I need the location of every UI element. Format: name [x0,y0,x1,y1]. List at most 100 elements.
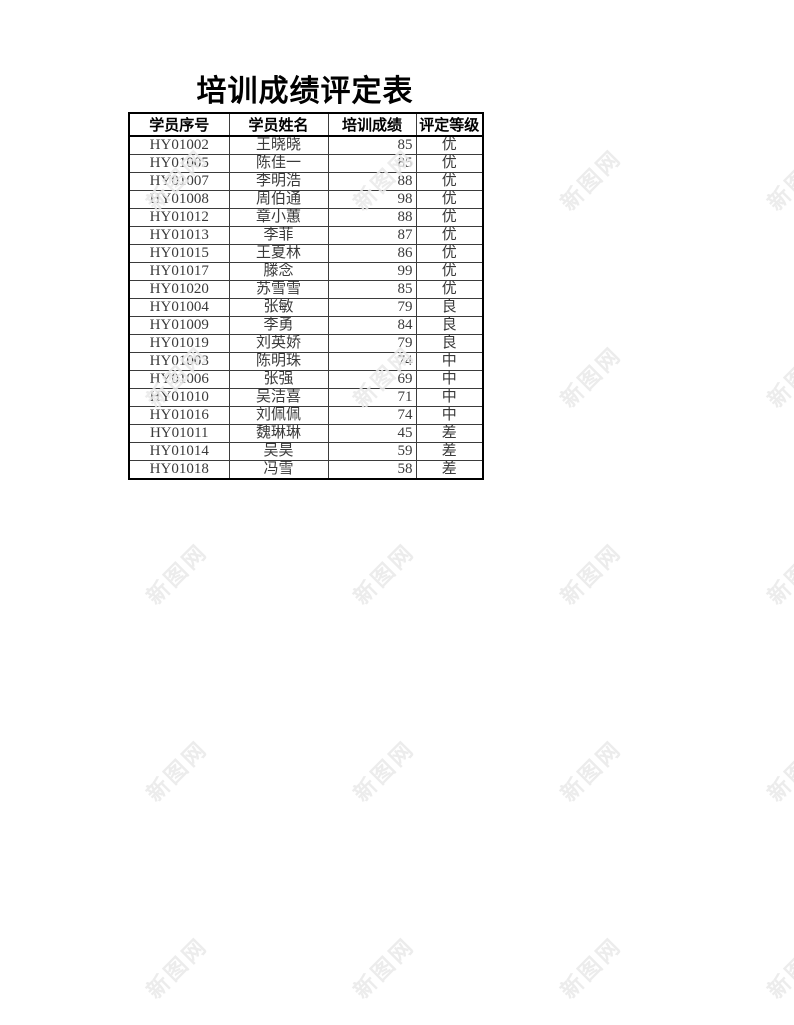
column-header: 学员序号 [128,112,230,137]
cell-score: 74 [327,406,417,425]
cell-score: 71 [327,388,417,407]
watermark: 新图网 [762,538,794,610]
table-row: HY01017 滕念 99 优 [128,262,484,281]
cell-student-name: 冯雪 [228,460,329,480]
cell-student-id: HY01005 [128,154,230,173]
score-table: 学员序号 学员姓名 培训成绩 评定等级 HY01002 王晓晓 85 优 HY01005 陈佳一… [128,112,484,480]
cell-student-id: HY01009 [128,316,230,335]
table-row: HY01005 陈佳一 85 优 [128,154,484,173]
cell-student-id: HY01002 [128,135,230,155]
watermark: 新图网 [762,735,794,807]
cell-student-id: HY01014 [128,442,230,461]
cell-student-name: 刘佩佩 [228,406,329,425]
cell-score: 98 [327,190,417,209]
table-row: HY01019 刘英娇 79 良 [128,334,484,353]
header-row: 学员序号 学员姓名 培训成绩 评定等级 [128,112,484,137]
table-row: HY01012 章小蕙 88 优 [128,208,484,227]
cell-student-name: 李明浩 [228,172,329,191]
cell-student-id: HY01008 [128,190,230,209]
watermark: 新图网 [141,932,213,1004]
cell-student-id: HY01017 [128,262,230,281]
cell-student-name: 李勇 [228,316,329,335]
watermark: 新图网 [555,538,627,610]
page-title: 培训成绩评定表 [196,75,414,108]
cell-student-name: 章小蕙 [228,208,329,227]
table-row: HY01011 魏琳琳 45 差 [128,424,484,443]
cell-grade: 优 [415,226,484,245]
cell-score: 99 [327,262,417,281]
cell-grade: 差 [415,460,484,480]
cell-grade: 中 [415,388,484,407]
cell-student-name: 张强 [228,370,329,389]
cell-student-name: 吴洁喜 [228,388,329,407]
cell-score: 84 [327,316,417,335]
watermark: 新图网 [141,735,213,807]
table-row: HY01004 张敏 79 良 [128,298,484,317]
cell-score: 74 [327,352,417,371]
table-row: HY01013 李菲 87 优 [128,226,484,245]
watermark: 新图网 [348,735,420,807]
cell-grade: 优 [415,135,484,155]
table-row: HY01018 冯雪 58 差 [128,460,484,480]
cell-score: 69 [327,370,417,389]
cell-score: 58 [327,460,417,480]
cell-grade: 优 [415,172,484,191]
table-row: HY01015 王夏林 86 优 [128,244,484,263]
cell-student-id: HY01019 [128,334,230,353]
column-header: 学员姓名 [228,112,329,137]
table-row: HY01014 吴昊 59 差 [128,442,484,461]
cell-student-id: HY01012 [128,208,230,227]
cell-grade: 中 [415,406,484,425]
table-body: HY01002 王晓晓 85 优 HY01005 陈佳一 85 优 HY01007 李明浩 88 优 H… [128,135,484,480]
table-row: HY01010 吴洁喜 71 中 [128,388,484,407]
cell-student-id: HY01007 [128,172,230,191]
watermark: 新图网 [555,144,627,216]
cell-student-name: 陈佳一 [228,154,329,173]
cell-grade: 优 [415,262,484,281]
cell-grade: 优 [415,244,484,263]
cell-score: 79 [327,298,417,317]
table-row: HY01009 李勇 84 良 [128,316,484,335]
cell-grade: 良 [415,334,484,353]
cell-student-id: HY01006 [128,370,230,389]
cell-student-name: 王夏林 [228,244,329,263]
cell-grade: 优 [415,208,484,227]
cell-grade: 良 [415,316,484,335]
cell-grade: 中 [415,352,484,371]
table-row: HY01008 周伯通 98 优 [128,190,484,209]
cell-student-id: HY01003 [128,352,230,371]
cell-student-name: 刘英娇 [228,334,329,353]
cell-student-id: HY01004 [128,298,230,317]
cell-student-name: 苏雪雪 [228,280,329,299]
cell-score: 79 [327,334,417,353]
cell-student-name: 魏琳琳 [228,424,329,443]
watermark: 新图网 [762,341,794,413]
cell-score: 88 [327,208,417,227]
watermark: 新图网 [762,144,794,216]
cell-grade: 优 [415,190,484,209]
cell-score: 45 [327,424,417,443]
column-header: 培训成绩 [327,112,417,137]
cell-grade: 差 [415,424,484,443]
watermark: 新图网 [141,538,213,610]
cell-student-name: 吴昊 [228,442,329,461]
cell-grade: 中 [415,370,484,389]
cell-student-name: 张敏 [228,298,329,317]
watermark: 新图网 [762,932,794,1004]
cell-student-id: HY01010 [128,388,230,407]
cell-student-id: HY01016 [128,406,230,425]
cell-score: 59 [327,442,417,461]
cell-grade: 优 [415,280,484,299]
cell-score: 88 [327,172,417,191]
cell-score: 87 [327,226,417,245]
table-row: HY01007 李明浩 88 优 [128,172,484,191]
cell-grade: 优 [415,154,484,173]
cell-student-id: HY01018 [128,460,230,480]
watermark: 新图网 [555,735,627,807]
cell-student-id: HY01013 [128,226,230,245]
cell-score: 86 [327,244,417,263]
cell-student-name: 陈明珠 [228,352,329,371]
table-row: HY01006 张强 69 中 [128,370,484,389]
cell-score: 85 [327,135,417,155]
